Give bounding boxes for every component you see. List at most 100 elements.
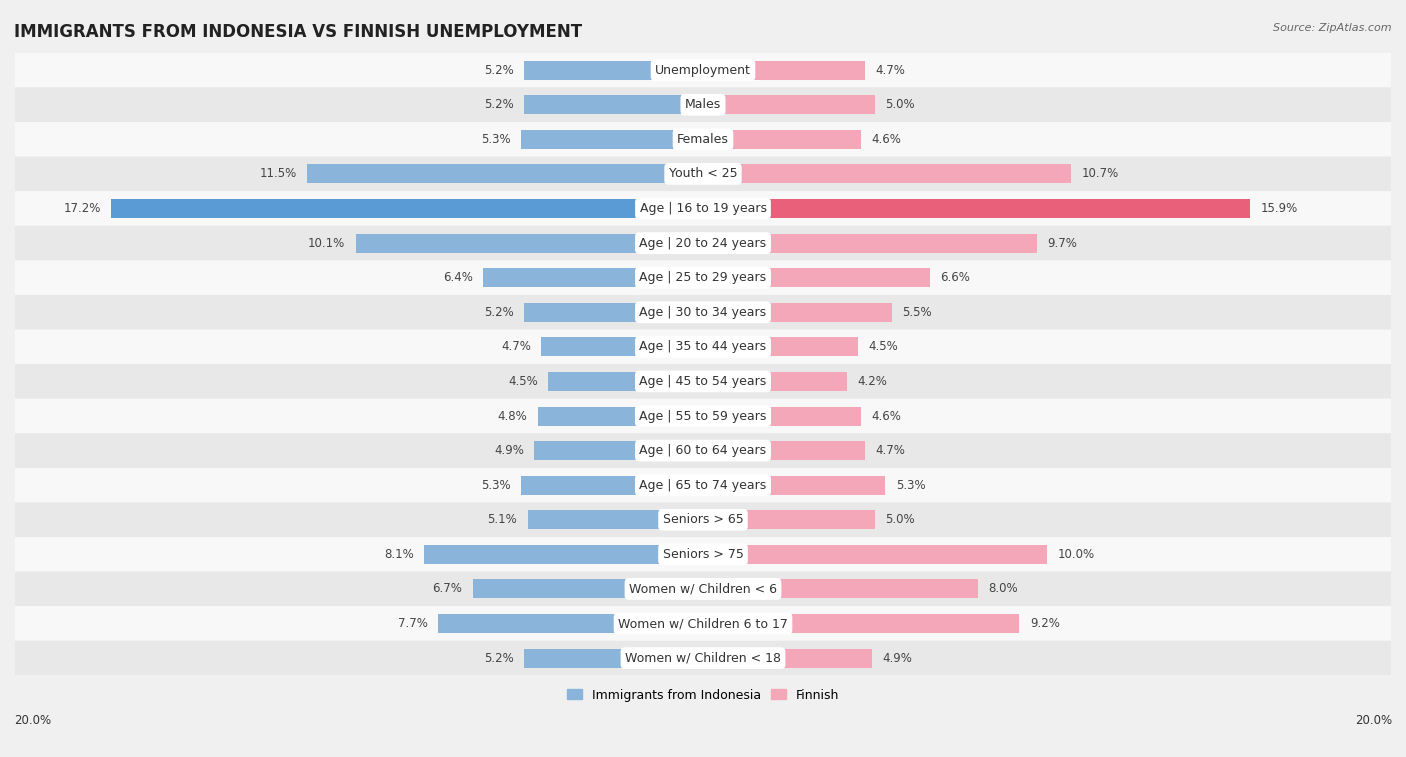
Bar: [703, 649, 872, 668]
Text: Age | 65 to 74 years: Age | 65 to 74 years: [640, 478, 766, 492]
Bar: [308, 164, 703, 183]
Text: 4.9%: 4.9%: [495, 444, 524, 457]
Text: Women w/ Children < 6: Women w/ Children < 6: [628, 582, 778, 596]
Text: 5.1%: 5.1%: [488, 513, 517, 526]
Bar: [524, 649, 703, 668]
Bar: [703, 407, 862, 425]
Text: 4.6%: 4.6%: [872, 410, 901, 422]
Text: 5.0%: 5.0%: [886, 98, 915, 111]
FancyBboxPatch shape: [15, 122, 1391, 157]
Bar: [703, 545, 1047, 564]
Bar: [524, 61, 703, 79]
Text: 8.1%: 8.1%: [384, 548, 413, 561]
Text: Age | 25 to 29 years: Age | 25 to 29 years: [640, 271, 766, 284]
Text: 4.5%: 4.5%: [868, 341, 898, 354]
Bar: [703, 614, 1019, 633]
FancyBboxPatch shape: [15, 88, 1391, 122]
FancyBboxPatch shape: [15, 53, 1391, 88]
Bar: [703, 95, 875, 114]
Bar: [703, 234, 1036, 253]
Text: 5.3%: 5.3%: [481, 478, 510, 492]
Text: 20.0%: 20.0%: [1355, 714, 1392, 727]
FancyBboxPatch shape: [15, 192, 1391, 226]
FancyBboxPatch shape: [15, 468, 1391, 503]
Text: 8.0%: 8.0%: [988, 582, 1018, 596]
Text: Women w/ Children < 18: Women w/ Children < 18: [626, 652, 780, 665]
Text: 10.0%: 10.0%: [1057, 548, 1094, 561]
Text: Source: ZipAtlas.com: Source: ZipAtlas.com: [1274, 23, 1392, 33]
Text: 4.7%: 4.7%: [875, 64, 905, 76]
Bar: [439, 614, 703, 633]
Bar: [703, 475, 886, 495]
Text: Seniors > 65: Seniors > 65: [662, 513, 744, 526]
Text: 20.0%: 20.0%: [14, 714, 51, 727]
Text: 4.2%: 4.2%: [858, 375, 887, 388]
Text: 6.7%: 6.7%: [432, 582, 463, 596]
Text: 4.8%: 4.8%: [498, 410, 527, 422]
Text: Age | 35 to 44 years: Age | 35 to 44 years: [640, 341, 766, 354]
Bar: [703, 61, 865, 79]
FancyBboxPatch shape: [15, 606, 1391, 641]
FancyBboxPatch shape: [15, 364, 1391, 399]
FancyBboxPatch shape: [15, 572, 1391, 606]
FancyBboxPatch shape: [15, 295, 1391, 329]
Text: 9.7%: 9.7%: [1047, 237, 1077, 250]
FancyBboxPatch shape: [15, 537, 1391, 572]
FancyBboxPatch shape: [15, 260, 1391, 295]
FancyBboxPatch shape: [15, 399, 1391, 433]
FancyBboxPatch shape: [15, 433, 1391, 468]
Bar: [356, 234, 703, 253]
Bar: [524, 303, 703, 322]
Bar: [520, 129, 703, 149]
FancyBboxPatch shape: [15, 157, 1391, 192]
Text: 5.2%: 5.2%: [484, 306, 513, 319]
Text: 6.4%: 6.4%: [443, 271, 472, 284]
Bar: [703, 338, 858, 357]
Bar: [703, 268, 929, 287]
Text: 5.0%: 5.0%: [886, 513, 915, 526]
FancyBboxPatch shape: [15, 503, 1391, 537]
Bar: [703, 510, 875, 529]
Text: 10.7%: 10.7%: [1081, 167, 1119, 180]
Text: IMMIGRANTS FROM INDONESIA VS FINNISH UNEMPLOYMENT: IMMIGRANTS FROM INDONESIA VS FINNISH UNE…: [14, 23, 582, 41]
Bar: [534, 441, 703, 460]
Text: Unemployment: Unemployment: [655, 64, 751, 76]
Bar: [520, 475, 703, 495]
Text: 5.3%: 5.3%: [896, 478, 925, 492]
Text: Women w/ Children 6 to 17: Women w/ Children 6 to 17: [619, 617, 787, 630]
Bar: [472, 579, 703, 599]
Text: Age | 55 to 59 years: Age | 55 to 59 years: [640, 410, 766, 422]
Text: Youth < 25: Youth < 25: [669, 167, 737, 180]
Text: Seniors > 75: Seniors > 75: [662, 548, 744, 561]
Text: Age | 60 to 64 years: Age | 60 to 64 years: [640, 444, 766, 457]
Bar: [425, 545, 703, 564]
Bar: [703, 129, 862, 149]
Text: 5.5%: 5.5%: [903, 306, 932, 319]
Text: 5.2%: 5.2%: [484, 98, 513, 111]
FancyBboxPatch shape: [15, 641, 1391, 675]
Text: 4.7%: 4.7%: [501, 341, 531, 354]
Text: 15.9%: 15.9%: [1260, 202, 1298, 215]
Bar: [111, 199, 703, 218]
Bar: [703, 441, 865, 460]
Text: 11.5%: 11.5%: [260, 167, 297, 180]
Bar: [703, 164, 1071, 183]
Text: 7.7%: 7.7%: [398, 617, 427, 630]
Bar: [703, 303, 893, 322]
Text: 4.9%: 4.9%: [882, 652, 911, 665]
Bar: [548, 372, 703, 391]
Text: 4.5%: 4.5%: [508, 375, 538, 388]
Text: 5.3%: 5.3%: [481, 132, 510, 146]
Text: Females: Females: [678, 132, 728, 146]
Text: 17.2%: 17.2%: [63, 202, 101, 215]
Text: 10.1%: 10.1%: [308, 237, 346, 250]
Text: Age | 30 to 34 years: Age | 30 to 34 years: [640, 306, 766, 319]
Text: 5.2%: 5.2%: [484, 64, 513, 76]
FancyBboxPatch shape: [15, 226, 1391, 260]
FancyBboxPatch shape: [15, 329, 1391, 364]
Bar: [527, 510, 703, 529]
Text: Age | 16 to 19 years: Age | 16 to 19 years: [640, 202, 766, 215]
Text: 5.2%: 5.2%: [484, 652, 513, 665]
Bar: [703, 579, 979, 599]
Text: Males: Males: [685, 98, 721, 111]
